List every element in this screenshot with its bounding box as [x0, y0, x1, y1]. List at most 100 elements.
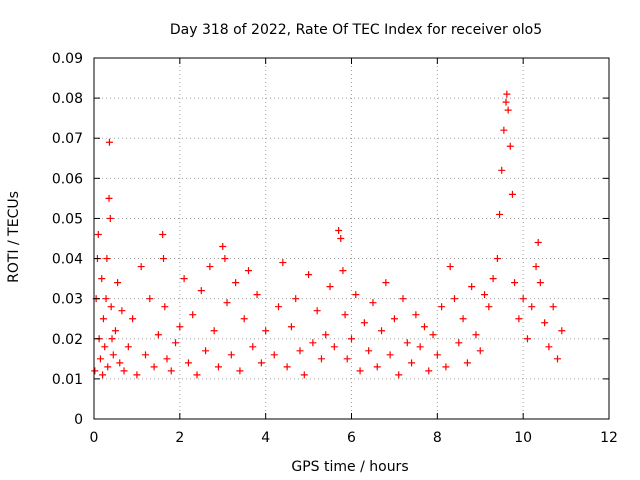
- y-tick-label: 0.06: [52, 171, 83, 187]
- data-point: [322, 331, 330, 339]
- data-point: [498, 166, 506, 174]
- data-point: [337, 235, 345, 242]
- data-point: [508, 190, 516, 198]
- data-point: [341, 311, 349, 319]
- data-point: [425, 367, 433, 375]
- data-point: [214, 363, 222, 371]
- data-point: [111, 327, 119, 335]
- data-point: [305, 271, 313, 279]
- data-point: [91, 367, 99, 375]
- data-point: [489, 275, 497, 283]
- data-point: [343, 355, 351, 363]
- data-point: [438, 303, 446, 311]
- data-point: [519, 295, 527, 303]
- data-point: [124, 343, 132, 351]
- data-point: [105, 138, 113, 146]
- data-point: [416, 343, 424, 351]
- data-point: [172, 339, 180, 347]
- data-point: [541, 319, 549, 327]
- data-point: [108, 335, 116, 343]
- data-point: [137, 263, 145, 271]
- data-point: [232, 279, 240, 287]
- data-point: [98, 275, 106, 283]
- data-point: [116, 359, 124, 367]
- data-point: [133, 371, 141, 379]
- data-point: [94, 230, 102, 238]
- data-point: [369, 299, 377, 307]
- data-point: [160, 255, 168, 263]
- y-tick-label: 0.05: [52, 211, 83, 227]
- data-point: [105, 194, 113, 202]
- data-point: [219, 243, 227, 251]
- data-point: [504, 106, 512, 114]
- data-point: [313, 307, 321, 315]
- data-point: [429, 331, 437, 339]
- data-point: [545, 343, 553, 351]
- data-point: [365, 347, 373, 355]
- data-point: [373, 363, 381, 371]
- data-point: [356, 367, 364, 375]
- x-tick-label: 2: [175, 430, 184, 446]
- data-point: [253, 291, 261, 299]
- y-tick-label: 0.04: [52, 252, 83, 268]
- y-tick-label: 0.09: [52, 51, 83, 67]
- data-point: [262, 327, 270, 335]
- chart-title: Day 318 of 2022, Rate Of TEC Index for r…: [170, 22, 542, 38]
- data-point: [202, 347, 210, 355]
- data-point: [515, 315, 523, 323]
- data-points: [91, 90, 566, 379]
- data-point: [221, 255, 229, 263]
- data-point: [245, 267, 252, 275]
- data-point: [496, 210, 504, 218]
- data-point: [481, 291, 489, 299]
- y-tick-label: 0.02: [52, 332, 83, 348]
- grid-lines: [94, 58, 609, 419]
- data-point: [511, 279, 519, 287]
- y-tick-label: 0.03: [52, 292, 83, 308]
- data-point: [326, 283, 334, 291]
- data-point: [103, 255, 111, 263]
- data-point: [528, 303, 536, 311]
- data-point: [455, 339, 463, 347]
- data-point: [106, 214, 114, 222]
- data-point: [114, 279, 122, 287]
- data-point: [558, 327, 566, 335]
- data-point: [275, 303, 283, 311]
- data-point: [236, 367, 244, 375]
- data-point: [408, 359, 416, 367]
- data-point: [146, 295, 154, 303]
- data-point: [300, 371, 308, 379]
- data-point: [180, 275, 188, 283]
- data-point: [223, 299, 231, 307]
- data-point: [176, 323, 184, 331]
- data-point: [463, 359, 471, 367]
- data-point: [523, 335, 531, 343]
- data-point: [118, 307, 126, 315]
- data-point: [493, 255, 501, 263]
- x-tick-label: 0: [90, 430, 99, 446]
- y-tick-label: 0.08: [52, 91, 83, 107]
- data-point: [399, 295, 407, 303]
- x-tick-label: 8: [433, 430, 442, 446]
- data-point: [104, 363, 112, 371]
- data-point: [240, 315, 248, 323]
- data-point: [159, 230, 167, 238]
- data-point: [442, 363, 450, 371]
- data-point: [554, 355, 561, 363]
- data-point: [154, 331, 162, 339]
- data-point: [503, 90, 511, 98]
- data-point: [142, 351, 149, 359]
- data-point: [283, 363, 291, 371]
- x-tick-label: 4: [261, 430, 270, 446]
- x-tick-label: 6: [347, 430, 356, 446]
- data-point: [549, 303, 557, 311]
- data-point: [330, 343, 338, 351]
- axis-ticks: 0 2 4 6 8 10 12 0 0.01 0.02 0.03 0.04 0.05 0.06 0.07 0.…: [52, 51, 618, 446]
- data-point: [500, 126, 508, 134]
- y-tick-label: 0.01: [52, 372, 83, 388]
- data-point: [412, 311, 420, 319]
- data-point: [197, 287, 205, 295]
- data-point: [335, 226, 343, 234]
- data-point: [257, 359, 265, 367]
